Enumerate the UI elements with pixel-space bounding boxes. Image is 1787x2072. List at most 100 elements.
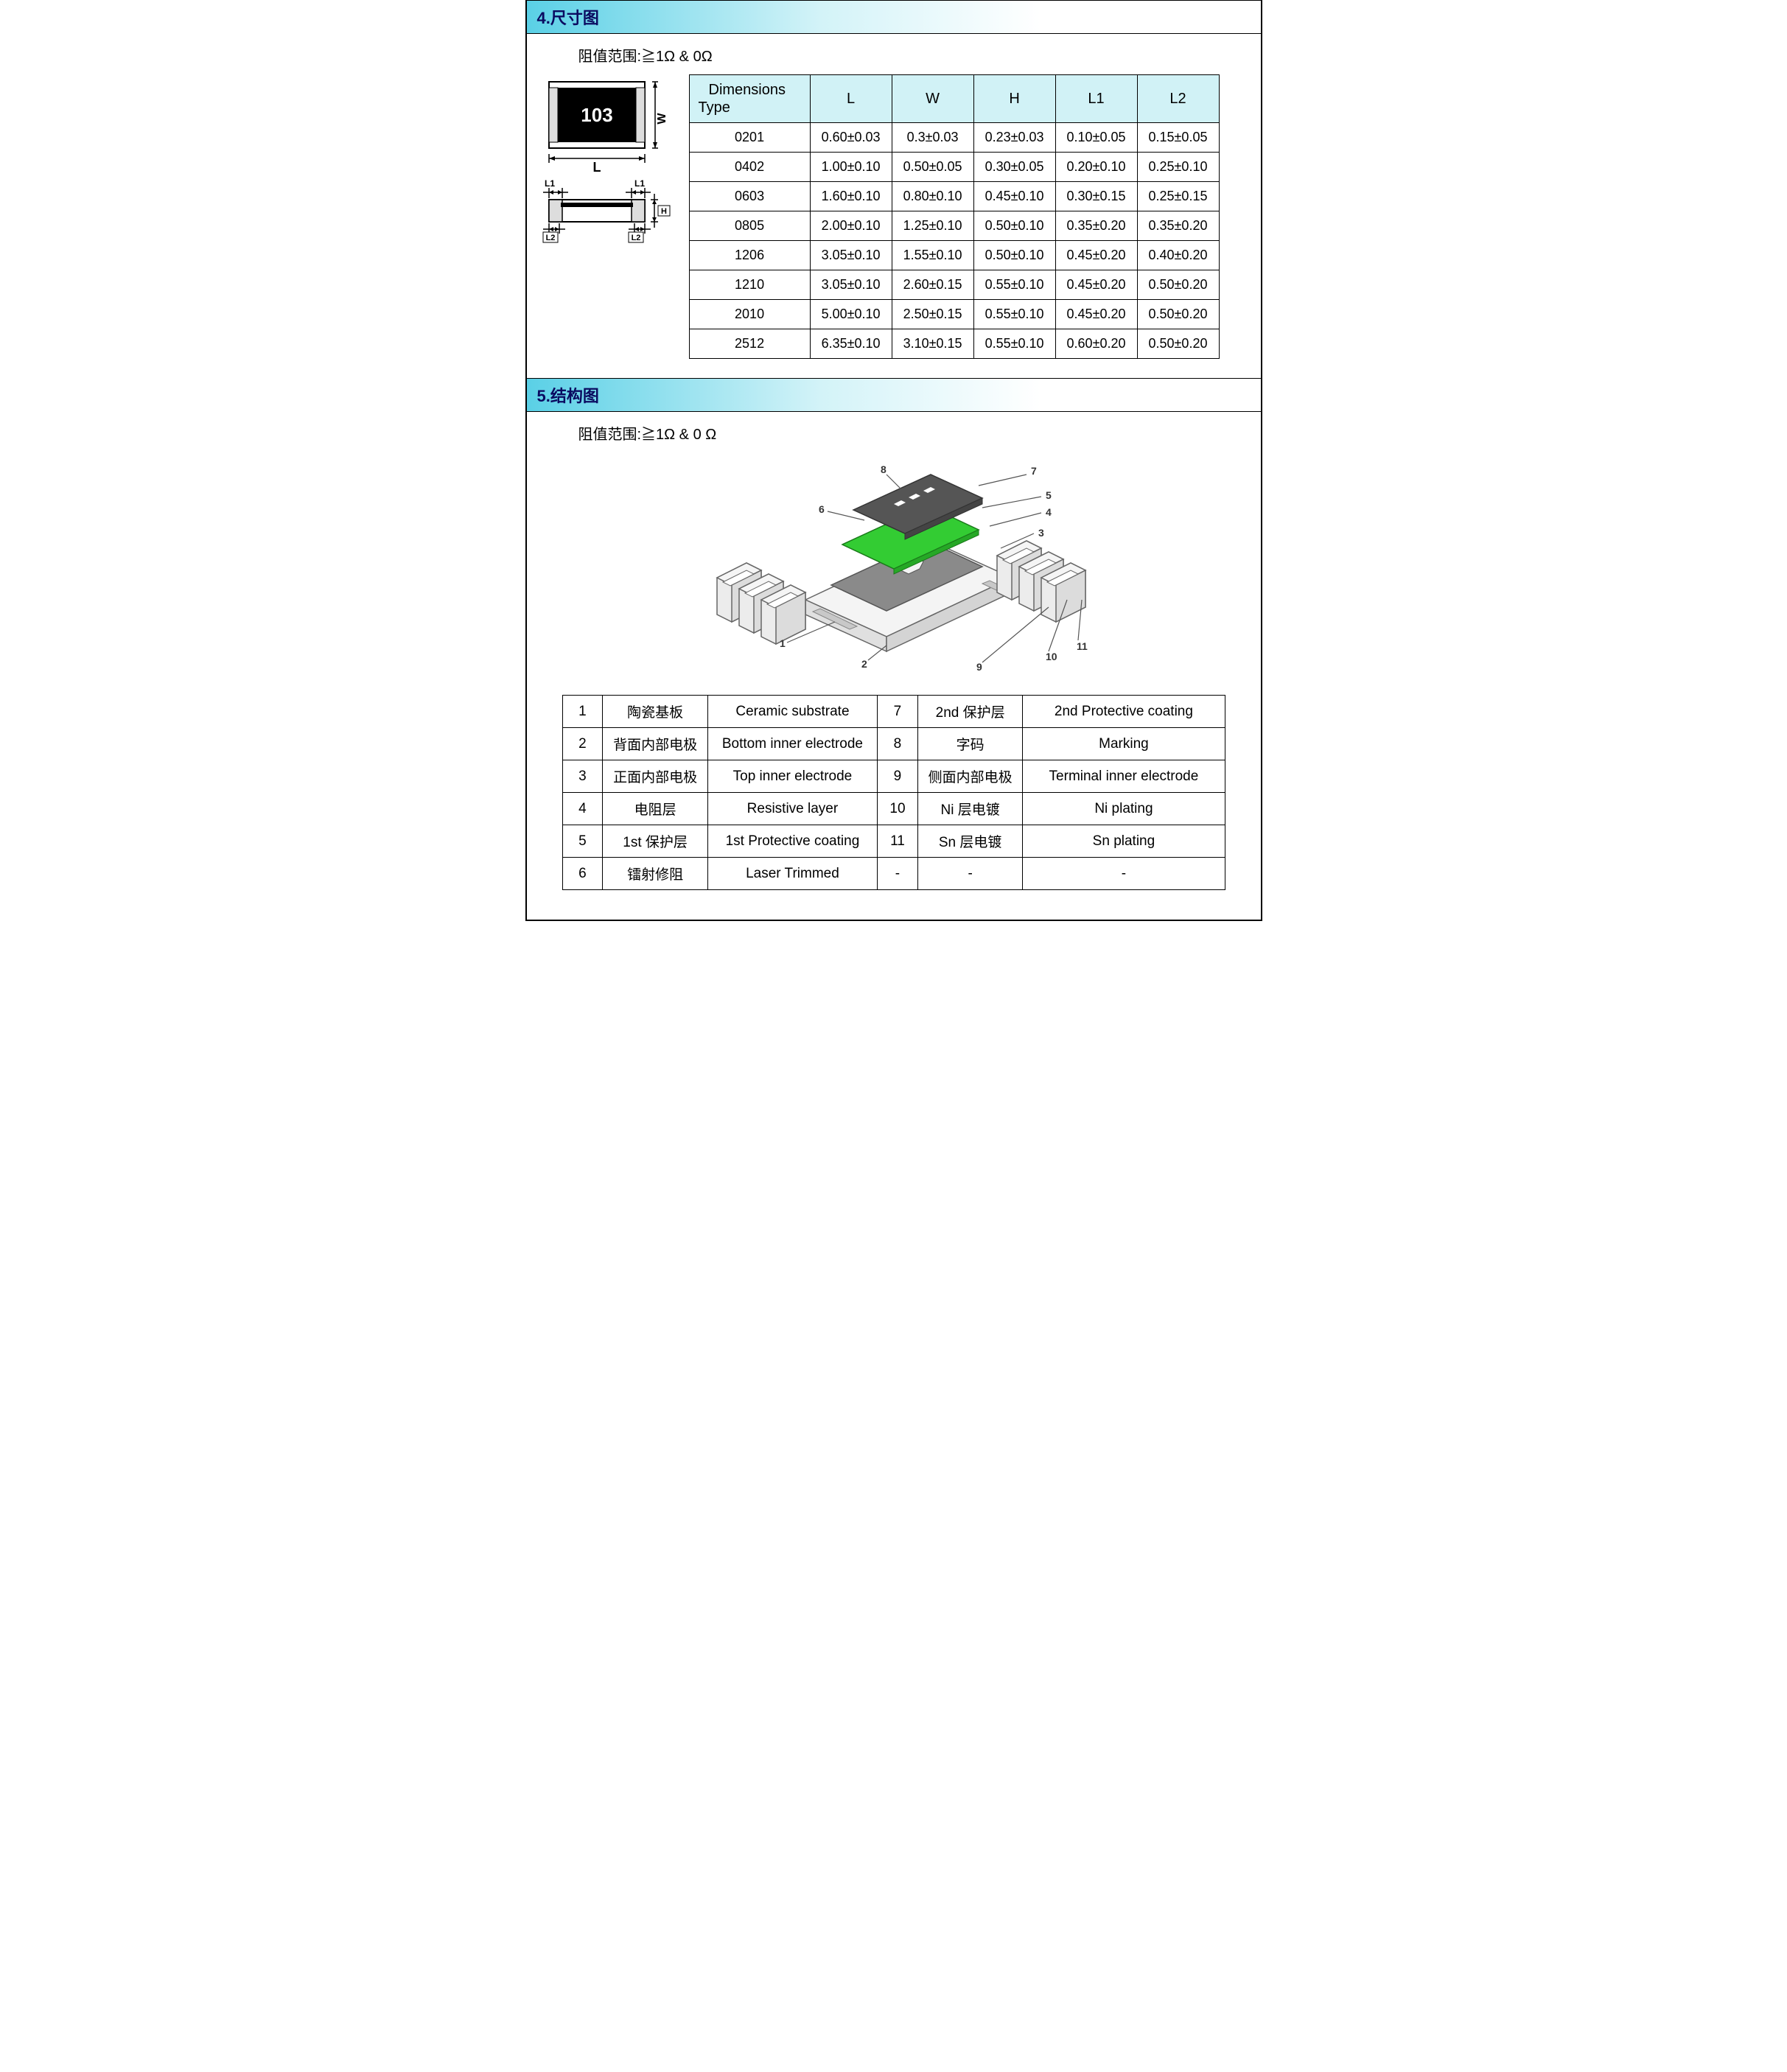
svg-text:1: 1 <box>780 637 786 649</box>
svg-text:9: 9 <box>976 661 982 673</box>
struct-cell: Marking <box>1023 728 1225 760</box>
dim-cell-L2: 0.35±0.20 <box>1137 211 1219 241</box>
struct-cell: 背面内部电极 <box>603 728 708 760</box>
dim-cell-type: 2512 <box>689 329 810 359</box>
dim-header-type: Dimensions Type <box>689 75 810 123</box>
structure-diagram: 1 2 3 4 5 6 7 8 9 10 11 <box>527 452 1261 685</box>
dim-header-W: W <box>892 75 973 123</box>
struct-cell: 7 <box>878 696 918 728</box>
dim-cell-L: 1.60±0.10 <box>810 182 892 211</box>
datasheet-page: 4.尺寸图 阻值范围:≧1Ω & 0Ω 103 W <box>525 0 1262 921</box>
struct-cell: 侧面内部电极 <box>917 760 1023 793</box>
struct-cell: 2nd 保护层 <box>917 696 1023 728</box>
dim-cell-type: 1210 <box>689 270 810 300</box>
svg-text:L1: L1 <box>634 178 645 189</box>
dim-cell-W: 0.50±0.05 <box>892 153 973 182</box>
struct-cell: 4 <box>562 793 603 825</box>
struct-cell: 镭射修阻 <box>603 858 708 890</box>
dim-cell-L2: 0.25±0.10 <box>1137 153 1219 182</box>
dim-cell-W: 1.55±0.10 <box>892 241 973 270</box>
dim-cell-L2: 0.50±0.20 <box>1137 329 1219 359</box>
dim-cell-L1: 0.45±0.20 <box>1055 241 1137 270</box>
struct-row: 51st 保护层1st Protective coating11Sn 层电镀Sn… <box>562 825 1225 858</box>
dim-cell-L1: 0.60±0.20 <box>1055 329 1137 359</box>
dim-cell-L: 0.60±0.03 <box>810 123 892 153</box>
struct-cell: 2 <box>562 728 603 760</box>
dim-cell-type: 0603 <box>689 182 810 211</box>
dim-row: 04021.00±0.100.50±0.050.30±0.050.20±0.10… <box>689 153 1219 182</box>
struct-cell: Top inner electrode <box>707 760 877 793</box>
dim-table-header-row: Dimensions Type L W H L1 L2 <box>689 75 1219 123</box>
struct-cell: Sn 层电镀 <box>917 825 1023 858</box>
dim-cell-L: 5.00±0.10 <box>810 300 892 329</box>
dim-header-H: H <box>973 75 1055 123</box>
struct-cell: 11 <box>878 825 918 858</box>
struct-row: 3正面内部电极Top inner electrode9侧面内部电极Termina… <box>562 760 1225 793</box>
dim-cell-L2: 0.25±0.15 <box>1137 182 1219 211</box>
dim-cell-W: 2.50±0.15 <box>892 300 973 329</box>
struct-cell: Ni plating <box>1023 793 1225 825</box>
struct-cell: 5 <box>562 825 603 858</box>
dim-cell-type: 0402 <box>689 153 810 182</box>
dim-cell-W: 0.80±0.10 <box>892 182 973 211</box>
struct-cell: 正面内部电极 <box>603 760 708 793</box>
dim-cell-L: 3.05±0.10 <box>810 270 892 300</box>
svg-text:L2: L2 <box>631 234 640 242</box>
dim-row: 12103.05±0.102.60±0.150.55±0.100.45±0.20… <box>689 270 1219 300</box>
dim-header-L2: L2 <box>1137 75 1219 123</box>
struct-cell: Ceramic substrate <box>707 696 877 728</box>
struct-cell: 10 <box>878 793 918 825</box>
struct-cell: Bottom inner electrode <box>707 728 877 760</box>
section4-header: 4.尺寸图 <box>527 0 1261 34</box>
chip-code-text: 103 <box>581 104 612 126</box>
dim-cell-W: 0.3±0.03 <box>892 123 973 153</box>
dim-cell-L2: 0.50±0.20 <box>1137 270 1219 300</box>
svg-text:7: 7 <box>1031 465 1037 477</box>
struct-cell: Ni 层电镀 <box>917 793 1023 825</box>
struct-cell: 字码 <box>917 728 1023 760</box>
dimension-table: Dimensions Type L W H L1 L2 02010.60±0.0… <box>689 74 1220 359</box>
dim-row: 02010.60±0.030.3±0.030.23±0.030.10±0.050… <box>689 123 1219 153</box>
svg-text:10: 10 <box>1046 651 1057 662</box>
svg-text:L2: L2 <box>545 234 555 242</box>
dim-cell-H: 0.55±0.10 <box>973 270 1055 300</box>
svg-text:L: L <box>592 160 601 175</box>
struct-cell: 陶瓷基板 <box>603 696 708 728</box>
struct-cell: Terminal inner electrode <box>1023 760 1225 793</box>
struct-row: 6镭射修阻Laser Trimmed--- <box>562 858 1225 890</box>
section5-header: 5.结构图 <box>527 378 1261 412</box>
svg-text:4: 4 <box>1046 506 1052 518</box>
dim-row: 25126.35±0.103.10±0.150.55±0.100.60±0.20… <box>689 329 1219 359</box>
struct-cell: - <box>878 858 918 890</box>
struct-cell: 6 <box>562 858 603 890</box>
struct-cell: - <box>917 858 1023 890</box>
dimension-drawing: 103 W L <box>542 74 674 255</box>
struct-cell: Sn plating <box>1023 825 1225 858</box>
dim-row: 06031.60±0.100.80±0.100.45±0.100.30±0.15… <box>689 182 1219 211</box>
dim-cell-H: 0.50±0.10 <box>973 241 1055 270</box>
svg-text:6: 6 <box>819 503 825 515</box>
dim-cell-L1: 0.20±0.10 <box>1055 153 1137 182</box>
dim-cell-type: 1206 <box>689 241 810 270</box>
dim-cell-type: 0201 <box>689 123 810 153</box>
dim-row: 20105.00±0.102.50±0.150.55±0.100.45±0.20… <box>689 300 1219 329</box>
struct-cell: - <box>1023 858 1225 890</box>
dim-cell-L1: 0.45±0.20 <box>1055 270 1137 300</box>
dim-cell-L1: 0.10±0.05 <box>1055 123 1137 153</box>
struct-cell: 9 <box>878 760 918 793</box>
struct-cell: Laser Trimmed <box>707 858 877 890</box>
dim-row: 08052.00±0.101.25±0.100.50±0.100.35±0.20… <box>689 211 1219 241</box>
struct-cell: 1st Protective coating <box>707 825 877 858</box>
dim-cell-L1: 0.30±0.15 <box>1055 182 1137 211</box>
struct-row: 4电阻层Resistive layer10Ni 层电镀Ni plating <box>562 793 1225 825</box>
section5-subtitle: 阻值范围:≧1Ω & 0 Ω <box>578 422 1261 444</box>
dim-header-L1: L1 <box>1055 75 1137 123</box>
struct-cell: Resistive layer <box>707 793 877 825</box>
dim-row: 12063.05±0.101.55±0.100.50±0.100.45±0.20… <box>689 241 1219 270</box>
dim-cell-H: 0.55±0.10 <box>973 300 1055 329</box>
dim-cell-L: 2.00±0.10 <box>810 211 892 241</box>
struct-cell: 2nd Protective coating <box>1023 696 1225 728</box>
dim-cell-H: 0.30±0.05 <box>973 153 1055 182</box>
dim-cell-W: 3.10±0.15 <box>892 329 973 359</box>
section4-subtitle: 阻值范围:≧1Ω & 0Ω <box>578 44 1261 66</box>
